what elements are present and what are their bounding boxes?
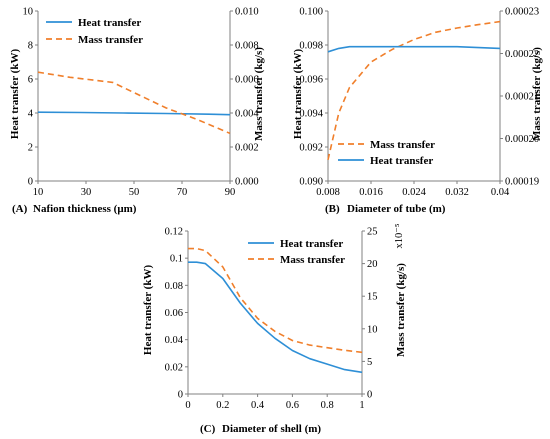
- panel-a: 10 30 50 70 90 0 2 4 6 8 10 0.000 0.002 0.004 0.006 0.0…: [9, 7, 265, 216]
- panel-a-y2-axis-title: Mass transfer (kg/s): [253, 47, 265, 141]
- panel-b-y2-tick-label: 0.00019: [505, 177, 539, 188]
- panel-b-y2-tick-label: 0.00020: [505, 134, 539, 145]
- panel-c-caption-text: Diameter of shell (m): [222, 423, 321, 435]
- panel-a-y2-tick-label: 0.004: [235, 109, 259, 120]
- panel-a-y-tick-label: 2: [28, 143, 33, 154]
- panel-b-caption-text: Diameter of tube (m): [347, 203, 446, 215]
- panel-c-y-tick-label: 0.04: [165, 335, 184, 346]
- panel-c-plot: 0 0.2 0.4 0.6 0.8 100.020.040.060.080.10.1205…: [165, 227, 378, 412]
- panel-c-series-heat-transfer: [188, 261, 363, 374]
- panel-a-y-tick-label: 0: [28, 177, 33, 188]
- panel-b-y-tick-label: 0.094: [299, 109, 323, 120]
- panel-c-x-tick-label: 0.2: [216, 400, 229, 411]
- panel-a-legend-label-heat-transfer: Heat transfer: [78, 17, 141, 29]
- panel-c-y2-axis-title: Mass transfer (kg/s): [395, 263, 407, 357]
- panel-a-plot: 10 30 50 70 90 0 2 4 6 8 10 0.000 0.002 0.004 0.006 0.0…: [23, 7, 260, 199]
- panel-b-y2-tick-label: 0.00021: [505, 92, 539, 103]
- panel-a-y2-tick-label: 0.002: [235, 143, 259, 154]
- panel-b: 0.008 0.016 0.024 0.032 0.04 0.090 0.092 0.094 0…: [292, 7, 543, 216]
- panel-a-y2-tick-label: 0.006: [235, 75, 259, 86]
- panel-c-y-tick-label: 0: [178, 390, 183, 401]
- panel-c-y-tick-label: 0.02: [165, 362, 183, 373]
- panel-c-x-tick-label: 0.6: [286, 400, 299, 411]
- panel-b-plot: 0.008 0.016 0.024 0.032 0.04 0.090 0.092 0.094 0…: [299, 7, 539, 199]
- panel-b-y-tick-label: 0.096: [299, 75, 323, 86]
- panel-c-y2-tick-label: 10: [367, 324, 378, 335]
- panel-b-x-tick-label: 0.04: [491, 187, 510, 198]
- panel-b-series-mass-transfer: [327, 20, 501, 160]
- panel-b-y-tick-label: 0.100: [299, 7, 323, 18]
- panel-c-x-tick-label: 0: [185, 400, 190, 411]
- panel-a-y-tick-label: 8: [28, 41, 33, 52]
- panel-c: 0 0.2 0.4 0.6 0.8 100.020.040.060.080.10.1205…: [142, 223, 407, 435]
- panel-c-legend-label-mass-transfer: Mass transfer: [280, 254, 345, 266]
- panel-a-x-tick-label: 70: [177, 187, 188, 198]
- panel-b-y2-tick-label: 0.00023: [505, 7, 539, 18]
- panel-a-x-tick-label: 50: [129, 187, 140, 198]
- panel-b-y-axis-title: Heat transfer (kW): [292, 49, 304, 140]
- panel-b-y2-axis-title: Mass transfer (kg/s): [531, 47, 543, 141]
- panel-c-x-tick-label: 1: [359, 400, 364, 411]
- panel-a-y2-tick-label: 0.000: [235, 177, 259, 188]
- panel-c-y-tick-label: 0.12: [165, 227, 183, 238]
- panel-a-x-tick-label: 10: [33, 187, 44, 198]
- panel-a-caption-label: (A): [12, 203, 28, 215]
- panel-c-y2-tick-label: 0: [367, 390, 372, 401]
- panel-a-y-axis-title: Heat transfer (kW): [9, 49, 21, 140]
- panel-c-y-axis-title: Heat transfer (kW): [142, 265, 154, 356]
- panel-c-y-tick-label: 0.1: [170, 254, 183, 265]
- panel-c-legend-label-heat-transfer: Heat transfer: [280, 238, 343, 250]
- panel-b-y-tick-label: 0.090: [299, 177, 323, 188]
- panel-c-y-tick-label: 0.08: [165, 281, 183, 292]
- panel-c-x-tick-label: 0.8: [321, 400, 334, 411]
- panel-c-y2-tick-label: 20: [367, 259, 378, 270]
- panel-a-x-tick-label: 30: [81, 187, 92, 198]
- panel-b-y-tick-label: 0.092: [299, 143, 323, 154]
- panel-b-series-heat-transfer: [327, 45, 501, 53]
- panel-b-y-tick-label: 0.098: [299, 41, 323, 52]
- panel-a-y2-tick-label: 0.010: [235, 7, 259, 18]
- panel-a-caption-text: Nafion thickness (μm): [33, 203, 137, 215]
- panel-b-caption-label: (B): [325, 203, 340, 215]
- panel-a-y-tick-label: 10: [23, 7, 34, 18]
- panel-c-y2-tick-label: 15: [367, 292, 378, 303]
- panel-a-series-mass-transfer: [37, 71, 231, 135]
- panel-c-caption-label: (C): [200, 423, 216, 435]
- panel-b-x-tick-label: 0.016: [359, 187, 383, 198]
- panel-c-x-tick-label: 0.4: [251, 400, 265, 411]
- panel-a-y-tick-label: 6: [28, 75, 33, 86]
- panel-a-series-heat-transfer: [37, 111, 231, 116]
- panel-c-series-mass-transfer: [188, 247, 363, 354]
- panel-c-y-tick-label: 0.06: [165, 308, 183, 319]
- panel-c-y2-scale-note: x10⁻⁵: [394, 223, 405, 248]
- panel-a-x-tick-label: 90: [225, 187, 236, 198]
- panel-c-y2-tick-label: 25: [367, 227, 378, 238]
- panel-a-y2-tick-label: 0.008: [235, 41, 259, 52]
- panel-b-x-tick-label: 0.008: [316, 187, 340, 198]
- panel-b-legend-label-mass-transfer: Mass transfer: [370, 139, 435, 151]
- panel-b-legend-label-heat-transfer: Heat transfer: [370, 155, 433, 167]
- panel-b-x-tick-label: 0.024: [402, 187, 426, 198]
- panel-a-y-tick-label: 4: [28, 109, 34, 120]
- panel-b-y2-tick-label: 0.00022: [505, 49, 539, 60]
- panel-a-legend-label-mass-transfer: Mass transfer: [78, 34, 143, 46]
- panel-b-x-tick-label: 0.032: [445, 187, 469, 198]
- panel-c-y2-tick-label: 5: [367, 357, 372, 368]
